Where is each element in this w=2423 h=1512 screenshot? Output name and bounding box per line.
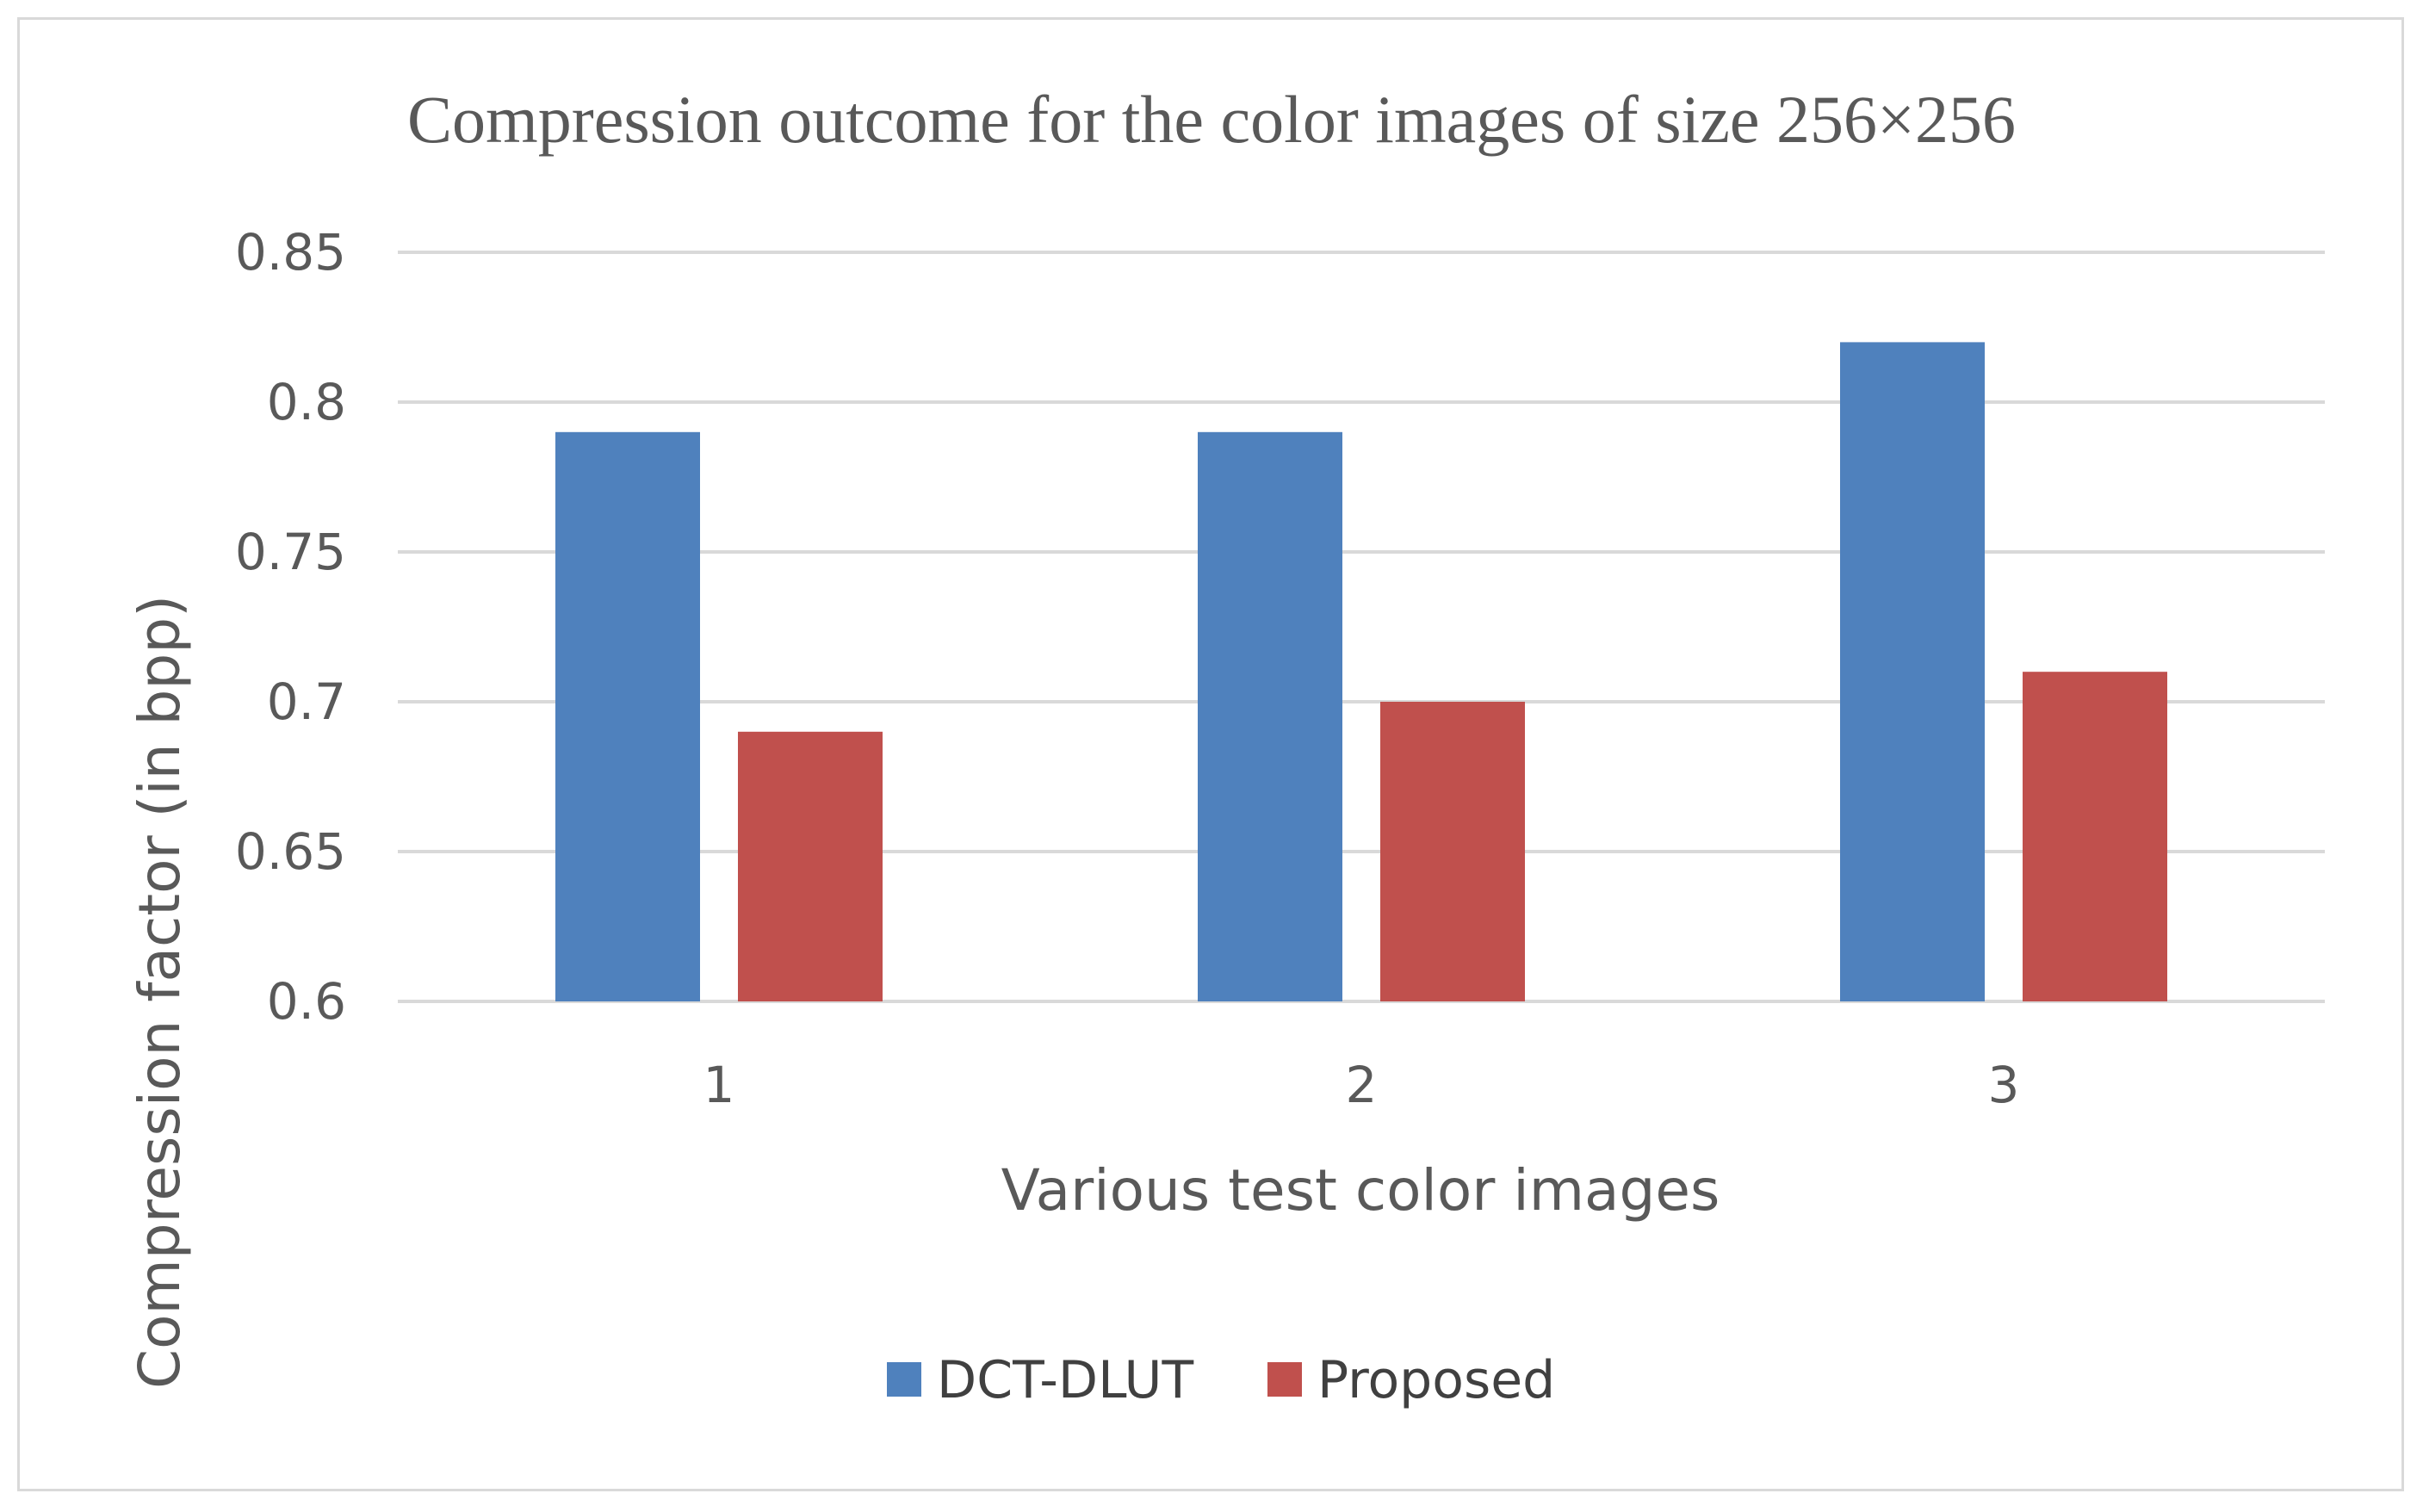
y-tick-label: 0.6 (267, 972, 346, 1031)
y-tick-label: 0.85 (235, 223, 346, 282)
x-axis-label: Various test color images (1001, 1157, 1720, 1224)
bars (555, 342, 2167, 1001)
bar-proposed-3 (2023, 672, 2167, 1001)
x-tick-label: 2 (1346, 1056, 1378, 1114)
y-axis-label: Compression factor (in bpp) (127, 595, 193, 1389)
bar-dct-dlut-1 (555, 431, 700, 1001)
legend-label: Proposed (1317, 1350, 1555, 1410)
bar-proposed-1 (738, 731, 883, 1001)
y-tick-label: 0.7 (267, 672, 346, 731)
gridlines (398, 251, 2325, 1003)
legend: DCT-DLUT Proposed (887, 1350, 1555, 1410)
y-tick-label: 0.75 (235, 523, 346, 581)
legend-label: DCT-DLUT (937, 1350, 1193, 1410)
x-tick-label: 1 (703, 1056, 735, 1114)
bar-dct-dlut-3 (1840, 342, 1985, 1001)
chart-title: Compression outcome for the color images… (407, 82, 2016, 157)
y-axis-ticks: 0.6 0.65 0.7 0.75 0.8 0.85 (235, 223, 346, 1031)
y-tick-label: 0.8 (267, 373, 346, 431)
x-tick-label: 3 (1988, 1056, 2020, 1114)
legend-swatch-proposed (1267, 1362, 1302, 1397)
bar-dct-dlut-2 (1198, 431, 1342, 1001)
x-axis-ticks: 1 2 3 (703, 1056, 2020, 1114)
y-tick-label: 0.65 (235, 822, 346, 881)
bar-proposed-2 (1380, 702, 1525, 1001)
legend-swatch-dct-dlut (887, 1362, 921, 1397)
